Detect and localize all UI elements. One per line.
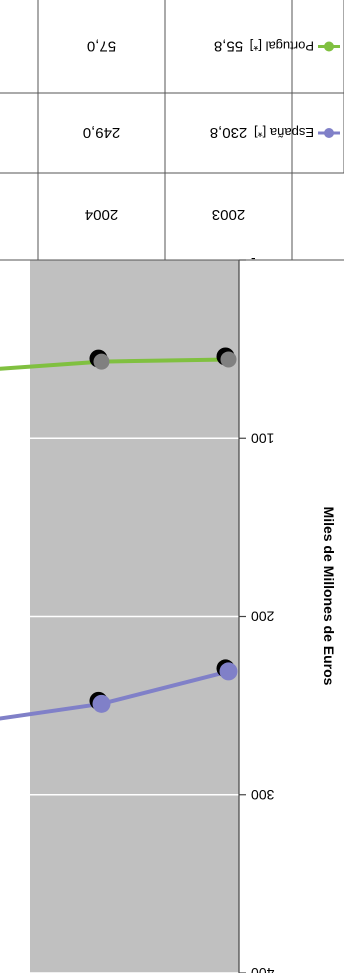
legend-label: Portugal [*] — [250, 39, 314, 54]
data-point — [93, 353, 110, 370]
legend-label: España [*] — [254, 125, 314, 140]
y-tick-label: 200 — [251, 609, 275, 625]
data-point — [92, 694, 111, 713]
series-layer — [0, 347, 238, 721]
data-point — [220, 351, 237, 368]
series-line — [0, 669, 229, 721]
y-tick-label: 300 — [251, 787, 275, 803]
data-value-label: 230,8 — [210, 124, 248, 141]
data-table: 200320042005200620072008España [*]230,82… — [0, 0, 344, 261]
data-value-label: 55,8 — [214, 38, 243, 55]
data-value-label: 57,0 — [87, 38, 116, 55]
series-line — [0, 357, 229, 371]
x-category-label: 2004 — [85, 206, 118, 223]
legend-key-marker — [324, 128, 334, 138]
data-value-label: 249,0 — [83, 124, 121, 141]
y-tick-label: 100 — [251, 430, 275, 446]
legend-key-marker — [324, 41, 334, 52]
y-tick-label: 400 — [251, 965, 275, 973]
y-axis-label: Miles de Millones de Euros — [321, 507, 337, 686]
x-category-label: 2003 — [212, 206, 245, 223]
data-point — [219, 662, 238, 681]
